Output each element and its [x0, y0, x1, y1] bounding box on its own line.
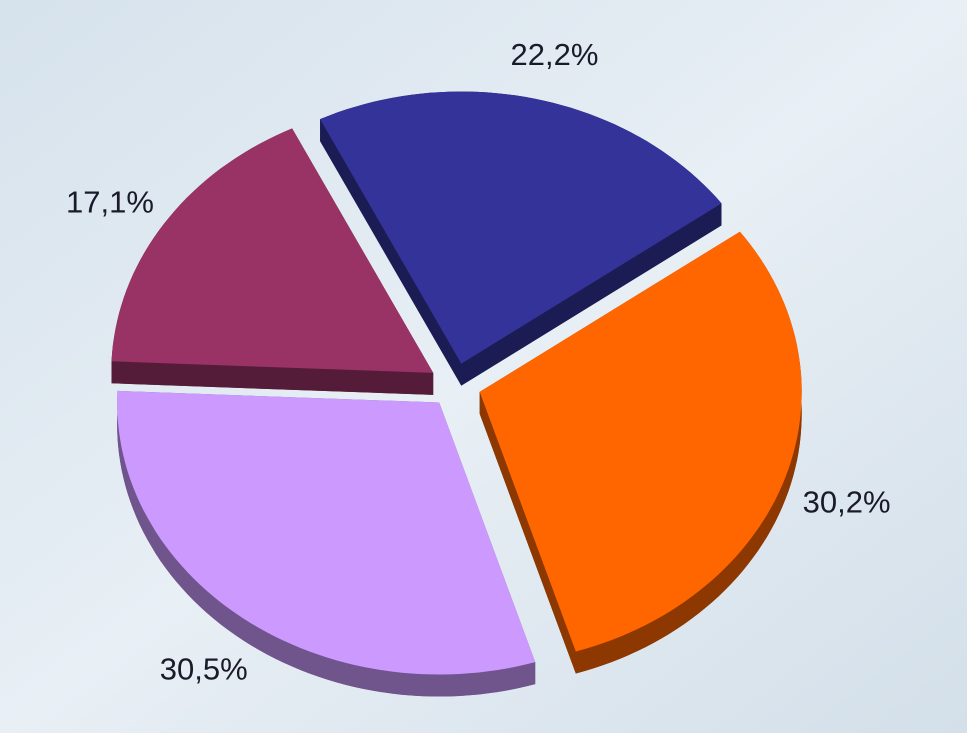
slice: [479, 231, 802, 652]
data-label: 30,2%: [803, 484, 891, 519]
slice-side-part: [479, 391, 576, 674]
slice-side-part: [461, 203, 722, 386]
slice: [320, 91, 722, 364]
slice: [111, 128, 434, 373]
data-label: 30,5%: [160, 651, 248, 686]
slice-side-part: [117, 390, 536, 697]
data-label: 17,1%: [66, 184, 154, 219]
data-label: 22,2%: [511, 37, 599, 72]
slice-side-part: [320, 119, 462, 386]
slice-side-part: [575, 231, 802, 674]
slice-side-part: [111, 361, 434, 395]
slice: [117, 390, 536, 675]
